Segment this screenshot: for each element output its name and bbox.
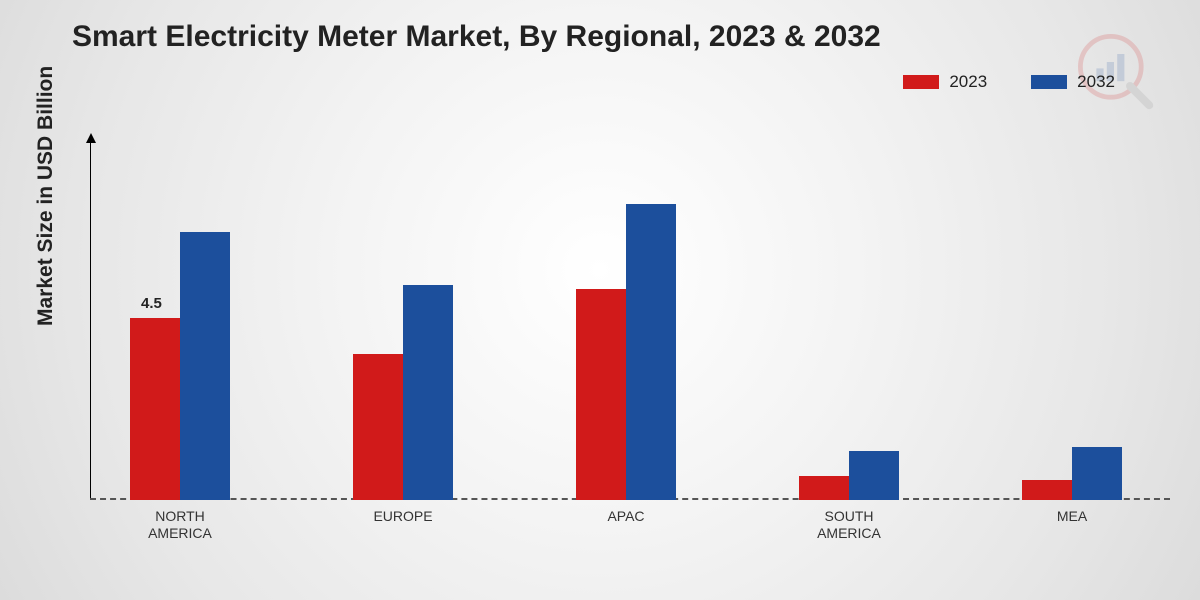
bar — [576, 289, 626, 500]
bar-group — [353, 285, 473, 500]
bar-group — [799, 451, 919, 500]
bar — [1022, 480, 1072, 500]
x-category-label: MEA — [997, 508, 1147, 525]
bar — [180, 232, 230, 500]
x-category-label: SOUTHAMERICA — [774, 508, 924, 542]
brand-logo-icon — [1074, 30, 1154, 110]
bar — [1072, 447, 1122, 500]
bar — [626, 204, 676, 500]
legend-swatch-2023 — [903, 75, 939, 89]
legend-item-2023: 2023 — [903, 72, 987, 92]
bar-value-label: 4.5 — [141, 295, 162, 312]
y-axis-line — [90, 135, 91, 500]
bar — [353, 354, 403, 500]
bar-group — [1022, 447, 1142, 500]
chart-title: Smart Electricity Meter Market, By Regio… — [72, 20, 881, 54]
bar — [130, 318, 180, 501]
x-category-label: NORTHAMERICA — [105, 508, 255, 542]
bar — [403, 285, 453, 500]
bar — [849, 451, 899, 500]
legend-label: 2023 — [949, 72, 987, 92]
x-category-label: EUROPE — [328, 508, 478, 525]
bar — [799, 476, 849, 500]
y-axis-label: Market Size in USD Billion — [34, 66, 58, 326]
plot-area: NORTHAMERICAEUROPEAPACSOUTHAMERICAMEA4.5 — [90, 135, 1170, 500]
legend-swatch-2032 — [1031, 75, 1067, 89]
chart-canvas: Smart Electricity Meter Market, By Regio… — [0, 0, 1200, 600]
legend-item-2032: 2032 — [1031, 72, 1115, 92]
bar-group — [130, 232, 250, 500]
x-category-label: APAC — [551, 508, 701, 525]
bar-group — [576, 204, 696, 500]
legend: 2023 2032 — [903, 72, 1115, 92]
legend-label: 2032 — [1077, 72, 1115, 92]
